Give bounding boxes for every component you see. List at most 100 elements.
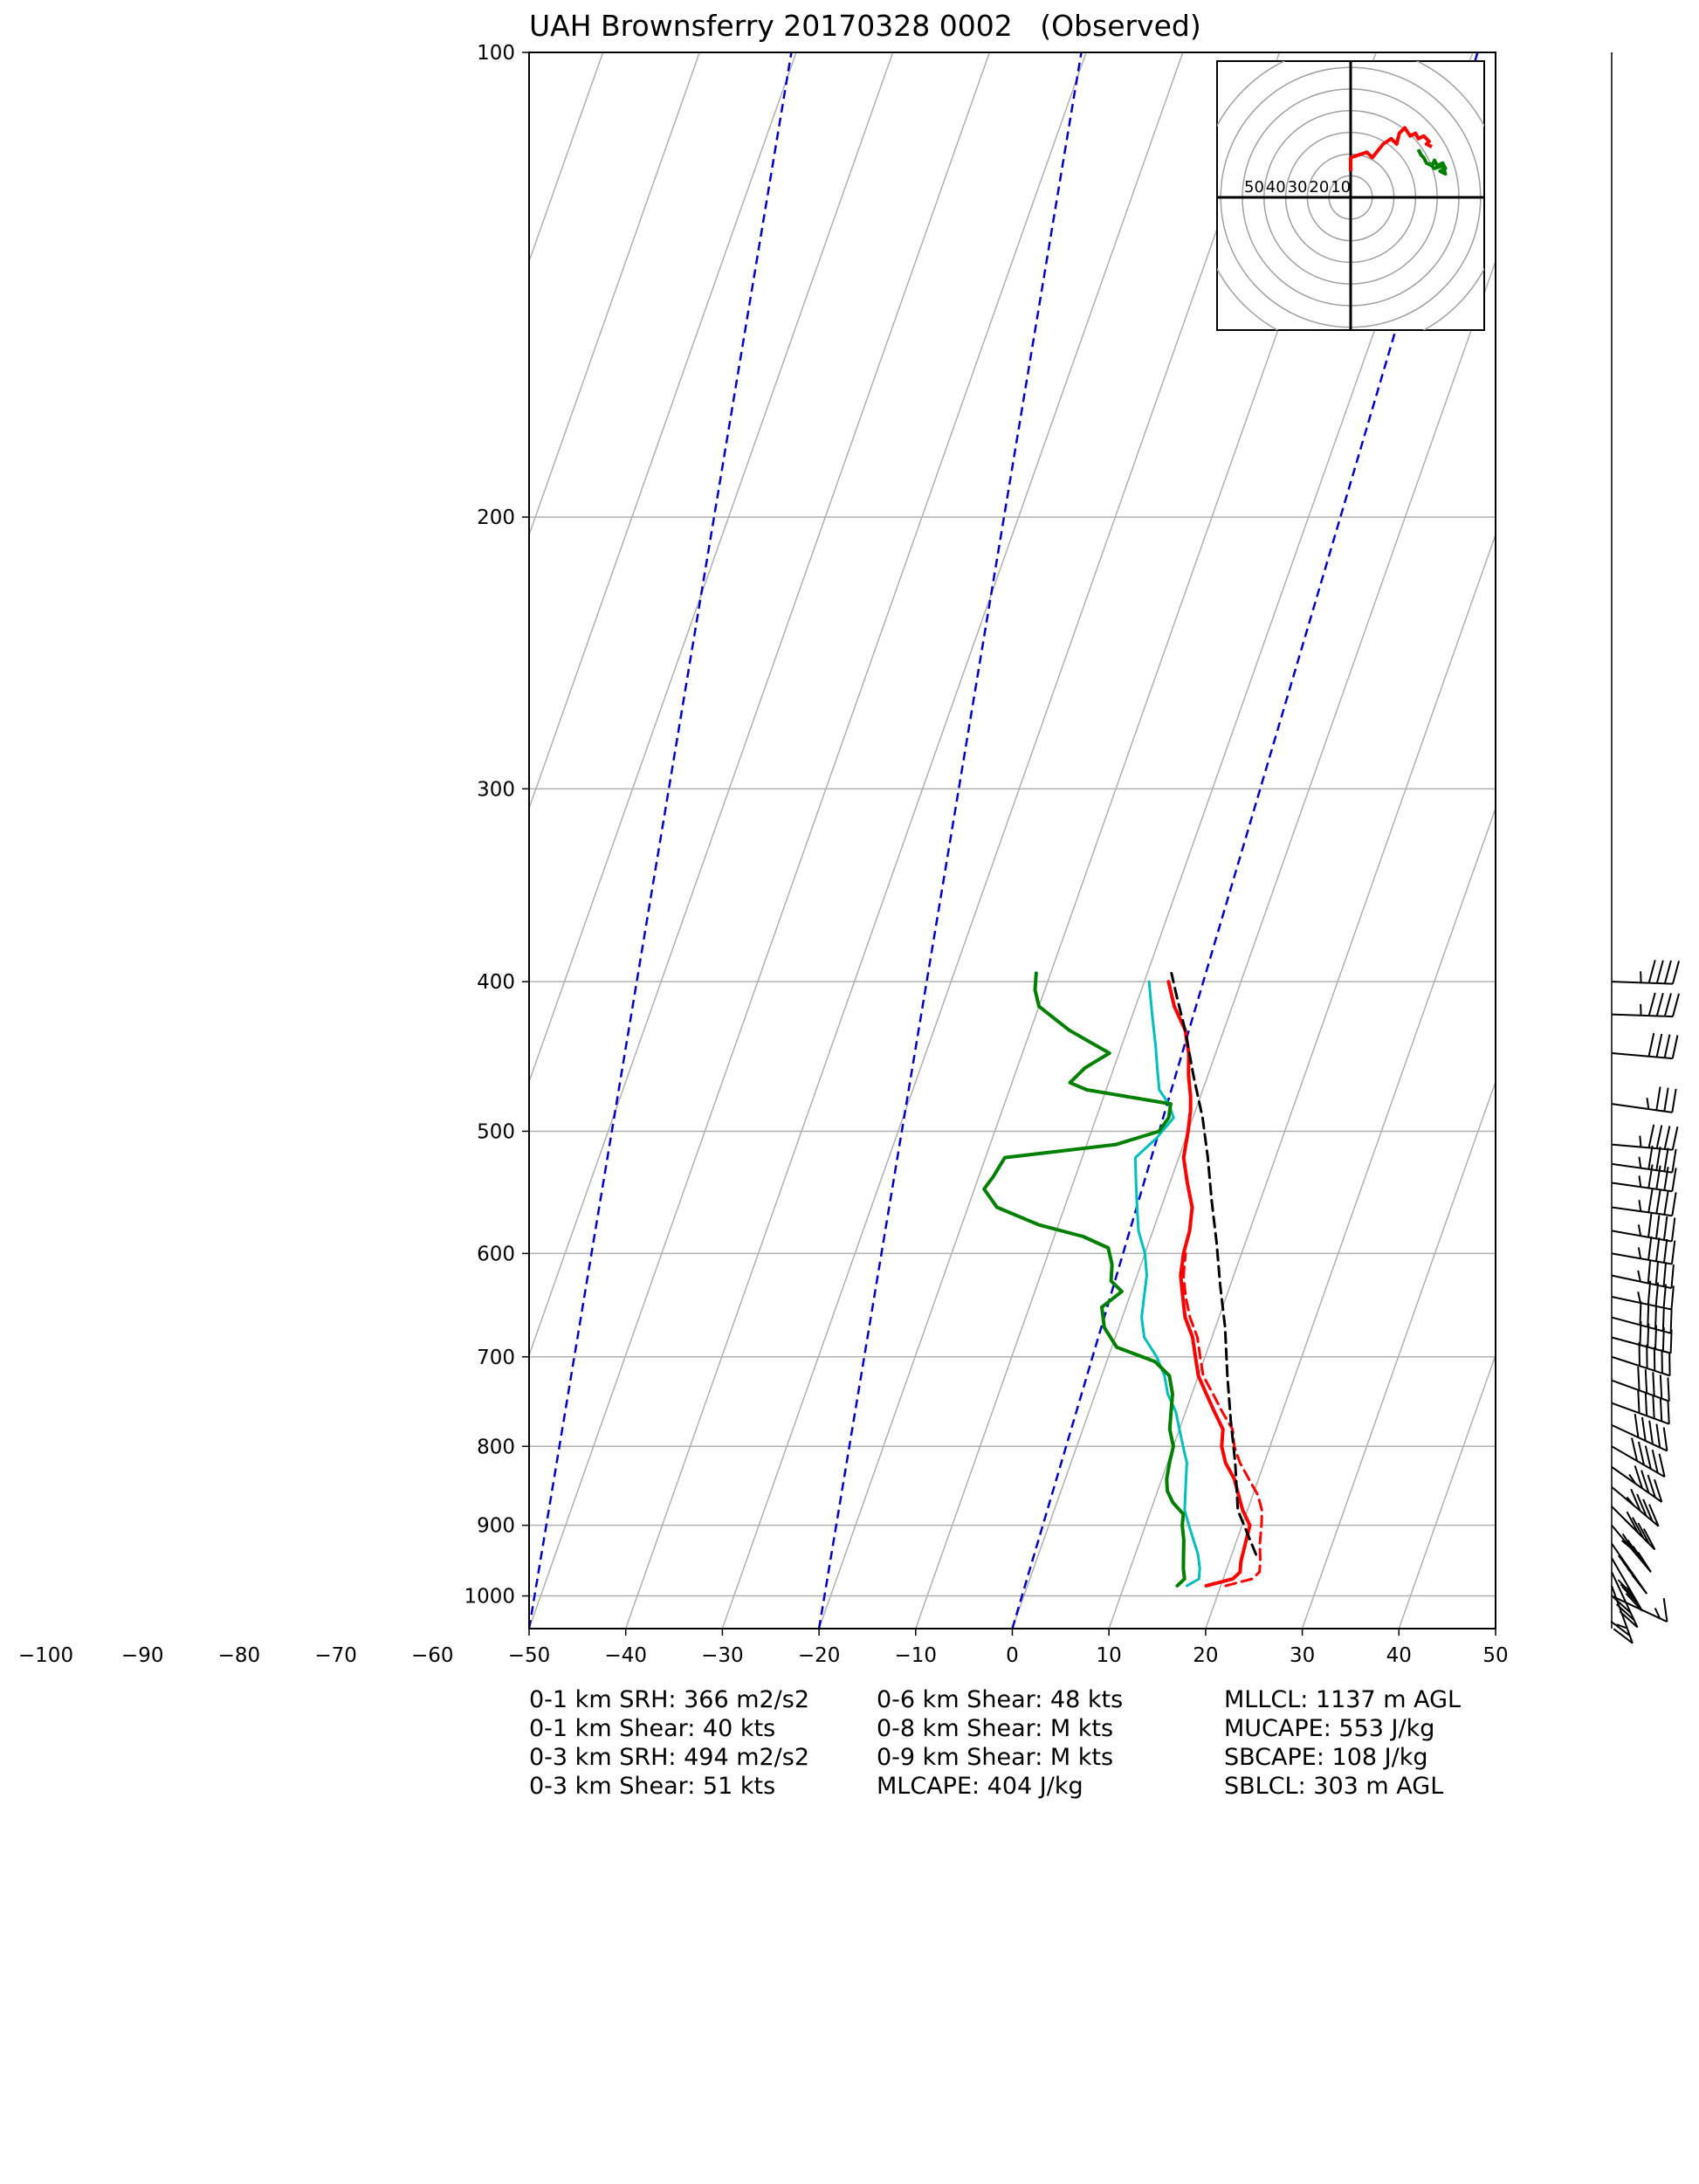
wind-barb-flag <box>1670 1240 1676 1264</box>
stat-line: 0-3 km Shear: 51 kts <box>529 1773 776 1800</box>
wind-barb-flag <box>1625 1593 1643 1612</box>
wind-barb-flag <box>1658 1453 1666 1478</box>
wind-barb-flag <box>1662 1216 1668 1241</box>
wind-barb-flag <box>1626 1511 1640 1533</box>
wind-barb-flag <box>1670 1264 1675 1289</box>
wind-barb-flag <box>1652 1372 1655 1396</box>
wind-barb-flag <box>1655 1189 1661 1214</box>
wind-barb-flag <box>1655 960 1664 984</box>
wind-barb-staff <box>1611 1013 1673 1018</box>
wind-barb-flag <box>1642 1528 1656 1551</box>
isotherm-line <box>0 52 313 1629</box>
wind-barb-flag <box>1647 1124 1655 1148</box>
wind-barb-half-flag <box>1638 1175 1642 1188</box>
wind-barb-flag <box>1655 1147 1661 1171</box>
wind-barb-flag <box>1637 1522 1650 1545</box>
wind-barb-half-flag <box>1628 1473 1637 1485</box>
isotherm-line <box>0 52 409 1629</box>
wind-barb-flag <box>1637 1551 1652 1573</box>
wind-barb-staff <box>1611 1486 1660 1527</box>
wind-barb-flag <box>1671 1088 1677 1113</box>
wind-barb-staff <box>1611 1206 1673 1217</box>
wind-barb-staff <box>1611 1355 1670 1377</box>
wind-barb-flag <box>1655 1033 1663 1058</box>
dewpoint-trace <box>982 971 1187 1588</box>
wind-barb <box>1611 1437 1666 1478</box>
wind-barb <box>1611 1213 1676 1243</box>
wind-barb-half-flag <box>1637 1270 1641 1282</box>
stat-line: MLCAPE: 404 J/kg <box>877 1773 1083 1800</box>
hodograph-ring-label: 10 <box>1331 178 1351 196</box>
wind-barb-half-flag <box>1623 1518 1634 1528</box>
wind-barb-half-flag <box>1654 1608 1661 1619</box>
hodograph-ring-label: 50 <box>1244 178 1264 196</box>
stats-column-3: MLLCL: 1137 m AGL MUCAPE: 553 J/kg SBCAP… <box>1224 1685 1461 1801</box>
temperature-tick-label: −90 <box>121 1644 164 1667</box>
wind-barb-flag <box>1663 1087 1669 1112</box>
wind-barb-staff <box>1611 1103 1673 1113</box>
temperature-tick-label: −10 <box>895 1644 938 1667</box>
stat-line: 0-1 km SRH: 366 m2/s2 <box>529 1686 810 1713</box>
temperature-tick-label: 40 <box>1386 1644 1412 1667</box>
wind-barb-flag <box>1647 1032 1655 1057</box>
wind-barb-flag <box>1654 1261 1660 1285</box>
wind-barb-flag <box>1654 1478 1663 1503</box>
wind-barb-flag <box>1662 1598 1668 1622</box>
stat-line: 0-9 km Shear: M kts <box>877 1744 1114 1771</box>
wind-barb-flag <box>1647 1303 1650 1327</box>
wind-barb-flag <box>1619 1610 1639 1629</box>
pressure-tick-label: 500 <box>477 1120 515 1143</box>
wind-barb-flag <box>1663 1034 1671 1058</box>
wind-barb-flag <box>1647 1164 1654 1188</box>
wind-barb-flag <box>1663 993 1672 1017</box>
wind-barb-flag <box>1671 993 1681 1017</box>
stats-column-2: 0-6 km Shear: 48 kts 0-8 km Shear: M kts… <box>877 1685 1123 1801</box>
wind-barb-flag <box>1637 1388 1641 1414</box>
stat-line: SBCAPE: 108 J/kg <box>1224 1744 1428 1771</box>
wind-barb-staff <box>1611 1336 1671 1354</box>
wind-barb-flag <box>1663 1147 1669 1172</box>
isotherm-line <box>0 52 506 1629</box>
wind-barb-flag <box>1663 960 1672 984</box>
isotherm-line <box>529 52 991 1358</box>
wind-barb-staff <box>1611 1274 1672 1290</box>
wind-barb-flag <box>1651 1449 1659 1473</box>
wind-barb-flag <box>1634 1414 1640 1438</box>
wind-barb-flag <box>1627 1539 1642 1560</box>
wind-barb-flag <box>1644 1392 1648 1416</box>
wind-barb-flag <box>1641 1416 1647 1442</box>
isotherm-line <box>529 52 1087 1629</box>
wind-barb <box>1611 1164 1677 1193</box>
wind-barb-flag <box>1655 1215 1661 1239</box>
wind-barb-flag <box>1670 1217 1676 1242</box>
isotherm-grid <box>0 52 1496 1629</box>
wind-barb <box>1611 1505 1656 1551</box>
wind-barb-flag <box>1647 1145 1654 1170</box>
stat-line: MUCAPE: 553 J/kg <box>1224 1715 1435 1742</box>
wind-barb-flag <box>1669 1329 1673 1354</box>
wind-barb-staff <box>1611 1252 1673 1265</box>
pressure-tick-label: 200 <box>477 506 515 529</box>
wind-barb <box>1611 1236 1676 1265</box>
wind-barb <box>1611 1571 1639 1629</box>
wind-barb-flag <box>1663 1166 1669 1191</box>
hodograph-traces <box>1349 126 1448 176</box>
wind-barb <box>1611 1543 1647 1595</box>
wind-barb-staff <box>1611 1316 1671 1334</box>
wind-barb-flag <box>1654 1305 1658 1330</box>
wind-barb <box>1611 1341 1671 1377</box>
wind-barb-flag <box>1634 1465 1643 1489</box>
hodograph-dewpoint-trace <box>1416 148 1448 176</box>
sounding-traces <box>982 971 1263 1588</box>
wind-barb-flag <box>1639 1301 1642 1326</box>
wind-barb <box>1611 1388 1670 1425</box>
wind-barb-flag <box>1655 1423 1661 1448</box>
wind-barb-flag <box>1647 992 1656 1016</box>
wind-barb-flag <box>1655 1086 1661 1111</box>
wind-barb <box>1611 1486 1660 1527</box>
wind-barb-flag <box>1647 960 1656 983</box>
wind-barb-flag <box>1669 1309 1673 1333</box>
wind-barb-flag <box>1662 1284 1667 1308</box>
wind-barb <box>1611 1320 1673 1354</box>
wind-barb-half-flag <box>1639 1135 1642 1147</box>
